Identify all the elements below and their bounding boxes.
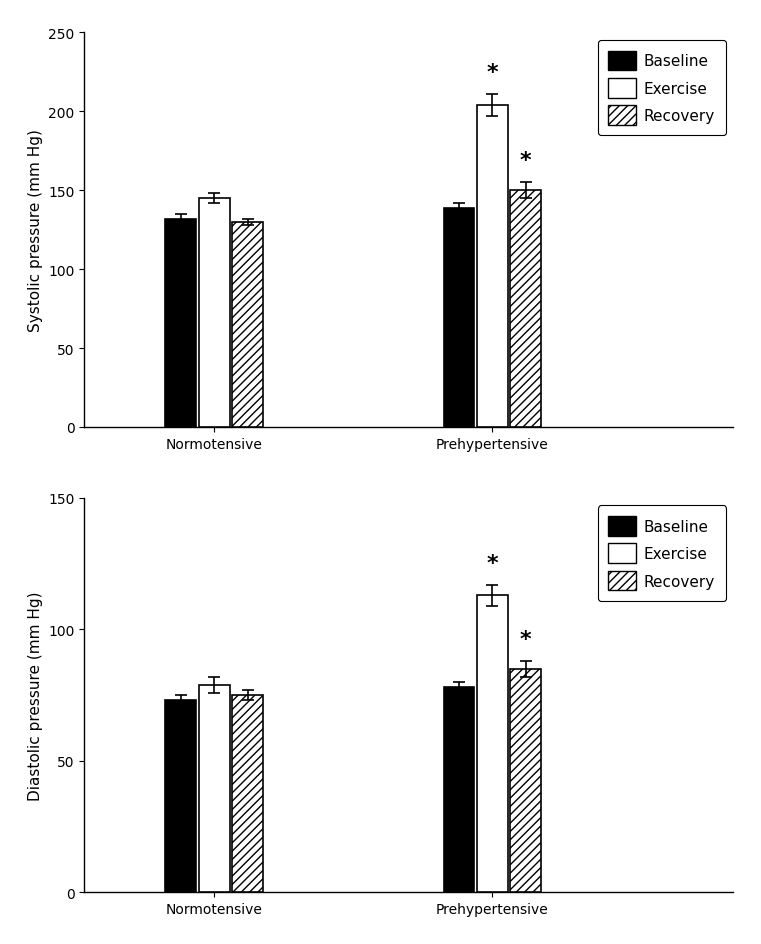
Legend: Baseline, Exercise, Recovery: Baseline, Exercise, Recovery bbox=[598, 41, 725, 136]
Bar bbox=[232, 696, 263, 893]
Legend: Baseline, Exercise, Recovery: Baseline, Exercise, Recovery bbox=[598, 506, 725, 601]
Bar bbox=[165, 219, 196, 428]
Bar bbox=[232, 223, 263, 428]
Bar bbox=[477, 106, 508, 428]
Bar bbox=[165, 700, 196, 893]
Bar bbox=[511, 191, 541, 428]
Text: *: * bbox=[520, 630, 531, 649]
Bar bbox=[477, 596, 508, 893]
Bar bbox=[199, 199, 230, 428]
Bar bbox=[199, 685, 230, 893]
Y-axis label: Diastolic pressure (mm Hg): Diastolic pressure (mm Hg) bbox=[28, 591, 43, 801]
Bar bbox=[511, 669, 541, 893]
Bar bbox=[444, 209, 474, 428]
Text: *: * bbox=[486, 553, 498, 573]
Text: *: * bbox=[520, 151, 531, 171]
Text: *: * bbox=[486, 63, 498, 83]
Y-axis label: Systolic pressure (mm Hg): Systolic pressure (mm Hg) bbox=[28, 129, 43, 331]
Bar bbox=[444, 687, 474, 893]
